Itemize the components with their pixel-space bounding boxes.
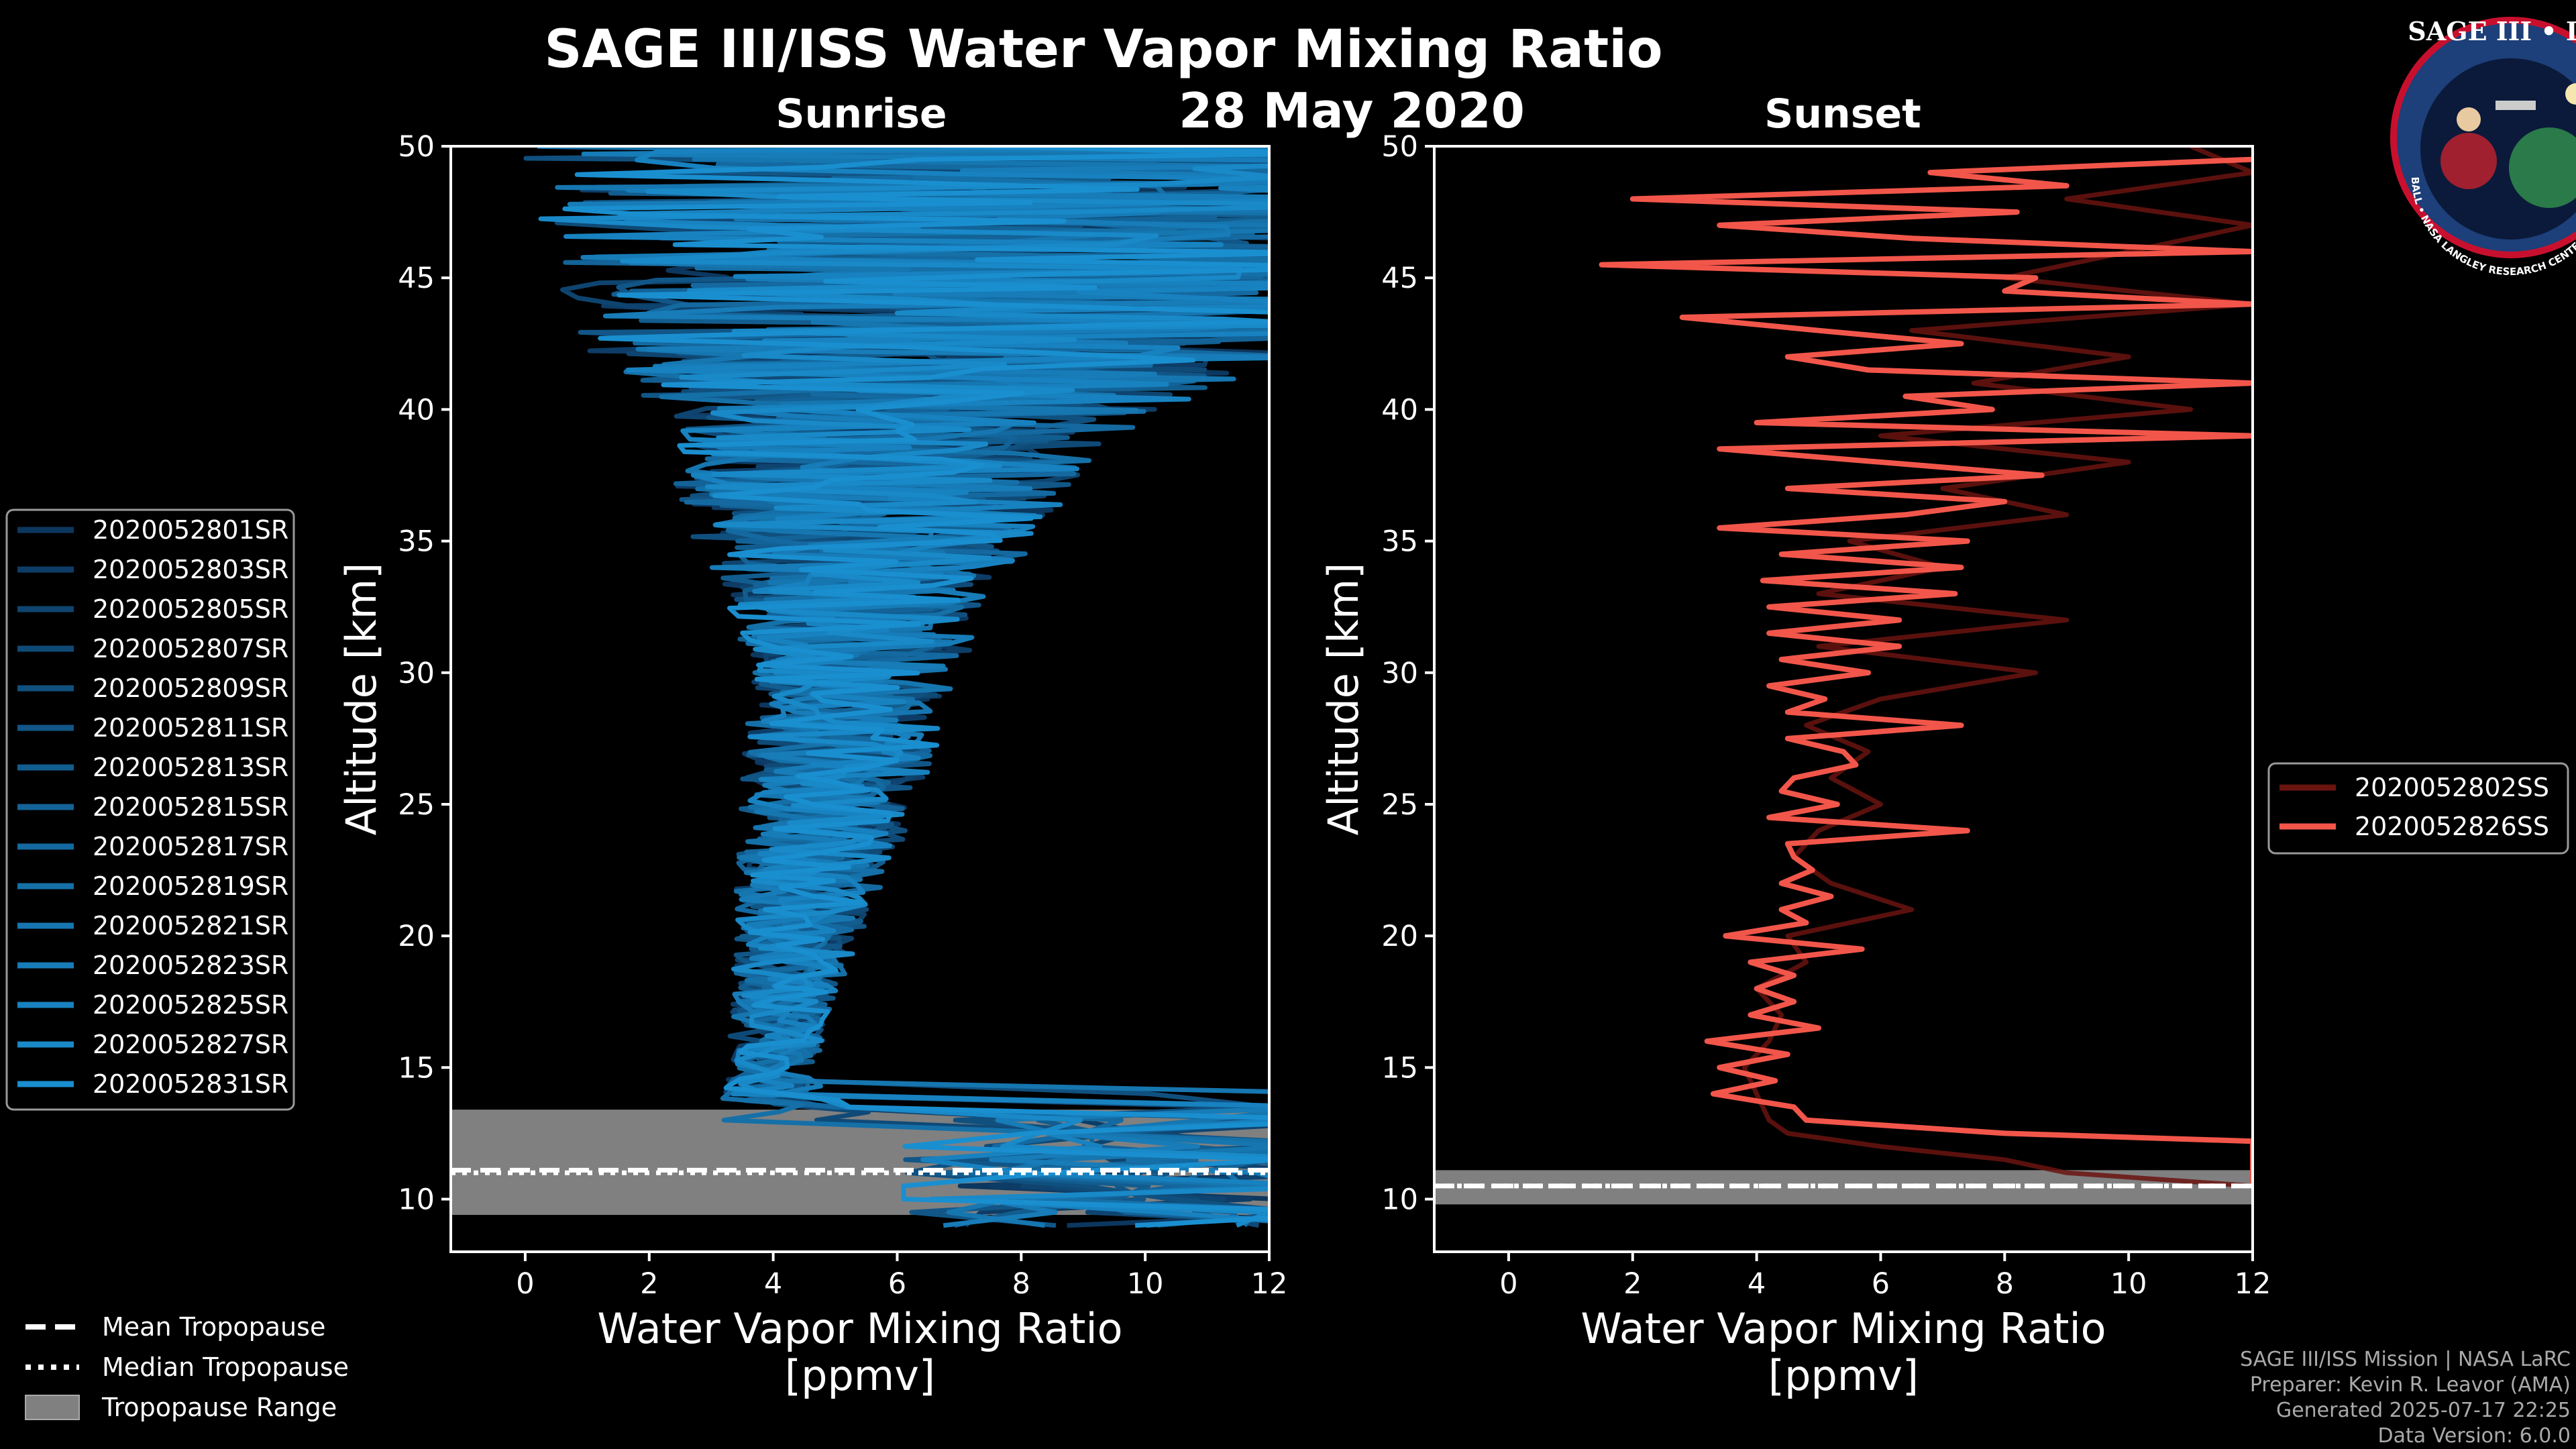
sunrise-legend-label: 2020052821SR xyxy=(93,911,288,941)
sunrise-y-tick-label: 10 xyxy=(398,1183,435,1217)
sunset-profile-line xyxy=(1741,146,2253,1189)
sunrise-legend-label: 2020052805SR xyxy=(93,594,288,624)
sunrise-y-tick-label: 25 xyxy=(398,788,435,822)
chart-date: 28 May 2020 xyxy=(1179,83,1525,139)
sunrise-x-tick-label: 6 xyxy=(888,1267,906,1301)
sunrise-x-label: Water Vapor Mixing Ratio xyxy=(597,1304,1122,1353)
sunrise-y-tick-label: 30 xyxy=(398,657,435,690)
tropopause-range-swatch xyxy=(25,1395,80,1420)
sunrise-legend-label: 2020052803SR xyxy=(93,555,288,584)
credit-line: Generated 2025-07-17 22:25 xyxy=(2276,1399,2571,1422)
sunset-y-tick-label: 20 xyxy=(1381,920,1418,953)
sunrise-legend-label: 2020052807SR xyxy=(93,634,288,663)
sunrise-profiles xyxy=(523,146,1269,1228)
sunset-x-tick-label: 10 xyxy=(2110,1267,2147,1301)
sunset-y-tick-label: 30 xyxy=(1381,657,1418,690)
sunrise-y-tick-label: 35 xyxy=(398,525,435,559)
sunrise-legend-label: 2020052801SR xyxy=(93,515,288,545)
sunset-x-tick-label: 4 xyxy=(1748,1267,1766,1301)
sunrise-subtitle: Sunrise xyxy=(775,91,947,138)
sunset-x-tick-label: 2 xyxy=(1623,1267,1642,1301)
figure-head-icon xyxy=(2457,107,2481,131)
sunrise-y-label: Altitude [km] xyxy=(337,563,386,836)
sunrise-y-tick-label: 15 xyxy=(398,1051,435,1085)
sunrise-legend-label: 2020052813SR xyxy=(93,753,288,782)
earth-icon xyxy=(2509,127,2576,208)
credits: SAGE III/ISS Mission | NASA LaRC Prepare… xyxy=(2240,1348,2571,1448)
sunrise-legend-label: 2020052819SR xyxy=(93,871,288,901)
sunrise-x-tick-label: 4 xyxy=(764,1267,782,1301)
sunset-legend-label: 2020052802SS xyxy=(2355,773,2549,802)
sunset-y-label: Altitude [km] xyxy=(1319,563,1368,836)
sunset-y-tick-label: 35 xyxy=(1381,525,1418,559)
sunrise-legend-label: 2020052815SR xyxy=(93,792,288,822)
sunrise-legend-label: 2020052811SR xyxy=(93,713,288,743)
sage-logo: SAGE III • ISS BALL • NASA LANGLEY RESEA… xyxy=(2390,16,2576,278)
sunrise-y-ticks: 10 15 20 25 30 35 40 45 50 xyxy=(398,130,451,1217)
sunrise-x-tick-label: 12 xyxy=(1251,1267,1288,1301)
sunrise-plot: 0 2 4 6 8 10 12 10 15 20 25 30 35 40 45 50 Water Vapor… xyxy=(337,130,1287,1400)
sunset-plot: 0 2 4 6 8 10 12 10 15 20 25 30 35 40 45 50 Water Vapor… xyxy=(1319,130,2271,1400)
sunset-legend-box xyxy=(2267,762,2569,855)
sunset-profile-line xyxy=(1599,156,2253,1186)
sunset-y-tick-label: 40 xyxy=(1381,393,1418,427)
iss-icon xyxy=(2496,101,2536,110)
sunset-y-ticks: 10 15 20 25 30 35 40 45 50 xyxy=(1381,130,1434,1217)
tropopause-legend: Mean Tropopause Median Tropopause Tropop… xyxy=(25,1312,349,1422)
sunrise-legend-box xyxy=(5,508,295,1111)
sunset-profiles xyxy=(1599,146,2253,1189)
sunrise-x-tick-label: 8 xyxy=(1012,1267,1030,1301)
sunrise-y-tick-label: 45 xyxy=(398,262,435,295)
sunset-x-tick-label: 6 xyxy=(1872,1267,1890,1301)
chart-title: SAGE III/ISS Water Vapor Mixing Ratio xyxy=(544,19,1662,80)
sunrise-x-tick-label: 0 xyxy=(516,1267,534,1301)
sunrise-legend: 2020052801SR 2020052803SR 2020052805SR 2020… xyxy=(5,508,295,1111)
sun-icon xyxy=(2565,83,2576,105)
sunset-legend-label: 2020052826SS xyxy=(2355,812,2549,841)
logo-title: SAGE III • ISS xyxy=(2408,16,2576,46)
tropopause-range-label: Tropopause Range xyxy=(101,1393,337,1422)
sunrise-y-tick-label: 20 xyxy=(398,920,435,953)
sunrise-y-tick-label: 40 xyxy=(398,393,435,427)
sunset-y-tick-label: 15 xyxy=(1381,1051,1418,1085)
sunset-subtitle: Sunset xyxy=(1764,91,1921,138)
sunrise-tropopause-lines xyxy=(451,1167,1269,1175)
sunset-axes-frame xyxy=(1433,145,2254,1253)
sunrise-axes-frame xyxy=(449,145,1271,1253)
sunset-legend: 2020052802SS 2020052826SS xyxy=(2267,762,2569,855)
sunrise-x-tick-label: 10 xyxy=(1127,1267,1164,1301)
credit-line: Data Version: 6.0.0 xyxy=(2378,1424,2571,1448)
mean-tropopause-label: Mean Tropopause xyxy=(102,1312,325,1342)
sunset-x-label: Water Vapor Mixing Ratio xyxy=(1580,1304,2106,1353)
sunset-y-tick-label: 25 xyxy=(1381,788,1418,822)
sunset-x-tick-label: 0 xyxy=(1499,1267,1517,1301)
sunrise-legend-label: 2020052809SR xyxy=(93,674,288,703)
sunrise-y-tick-label: 50 xyxy=(398,130,435,164)
sunrise-x-units: [ppmv] xyxy=(785,1351,935,1400)
sunset-x-tick-label: 8 xyxy=(1996,1267,2014,1301)
credit-line: SAGE III/ISS Mission | NASA LaRC xyxy=(2240,1348,2571,1371)
sunrise-legend-label: 2020052831SR xyxy=(93,1069,288,1099)
sunrise-x-tick-label: 2 xyxy=(640,1267,658,1301)
sunrise-x-ticks: 0 2 4 6 8 10 12 xyxy=(516,1252,1287,1301)
median-tropopause-label: Median Tropopause xyxy=(102,1352,349,1382)
sunrise-profile-line xyxy=(562,146,1269,1228)
figure-icon xyxy=(2440,133,2497,189)
sunrise-legend-label: 2020052827SR xyxy=(93,1030,288,1059)
sunset-x-ticks: 0 2 4 6 8 10 12 xyxy=(1499,1252,2271,1301)
sunrise-legend-label: 2020052825SR xyxy=(93,990,288,1020)
sunset-y-tick-label: 50 xyxy=(1381,130,1418,164)
credit-line: Preparer: Kevin R. Leavor (AMA) xyxy=(2250,1373,2571,1397)
sunset-x-units: [ppmv] xyxy=(1768,1351,1919,1400)
sunset-y-tick-label: 45 xyxy=(1381,262,1418,295)
sunrise-legend-label: 2020052817SR xyxy=(93,832,288,861)
sunrise-legend-label: 2020052823SR xyxy=(93,951,288,980)
sunset-y-tick-label: 10 xyxy=(1381,1183,1418,1217)
sunset-x-tick-label: 12 xyxy=(2235,1267,2271,1301)
